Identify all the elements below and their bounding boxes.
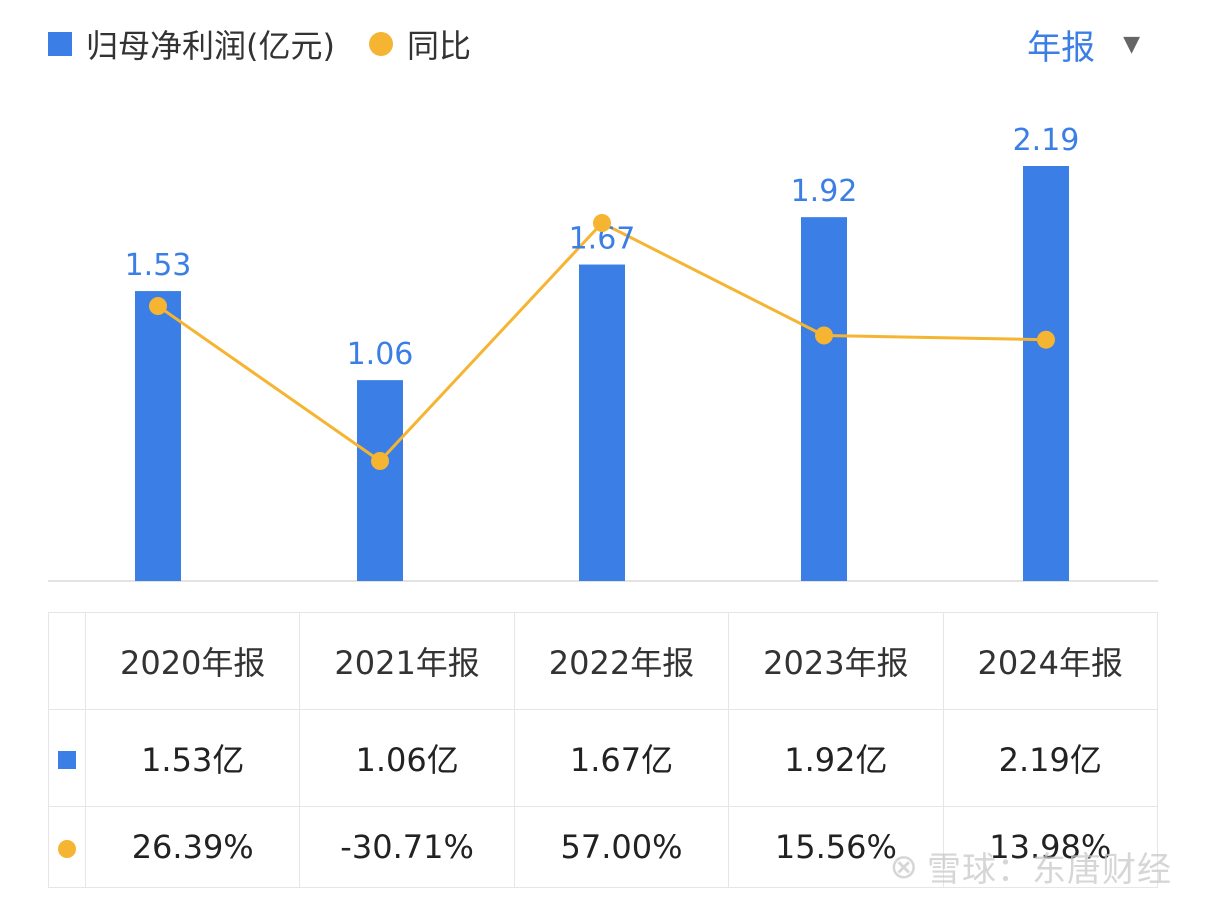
- legend-profit-label: 归母净利润(亿元): [86, 27, 335, 65]
- bar-value-label: 2.19: [1013, 123, 1080, 158]
- table-header-cell: 2020年报: [84, 611, 301, 711]
- yoy-cell: 13.98%: [942, 806, 1159, 888]
- yoy-cell: -30.71%: [299, 806, 515, 888]
- yoy-point[interactable]: [593, 214, 611, 232]
- legend-item-yoy[interactable]: 同比: [335, 21, 471, 67]
- table-header-cell: 2023年报: [728, 611, 944, 711]
- table-header-row: 2020年报 2021年报 2022年报 2023年报 2024年报: [48, 611, 1159, 711]
- bar-marker-icon: [58, 751, 76, 770]
- yoy-cell: 26.39%: [84, 806, 301, 888]
- legend-bar-swatch: [48, 32, 72, 56]
- watermark-text: 雪球：东唐财经: [927, 850, 1172, 890]
- table-row-yoy: 26.39% -30.71% 57.00% 15.56% 13.98%: [48, 806, 1159, 888]
- legend-yoy-label: 同比: [406, 27, 471, 65]
- table-header-cell: 2022年报: [513, 611, 730, 711]
- chart-legend: 归母净利润(亿元) 同比: [48, 22, 471, 66]
- bar-value-label: 1.92: [791, 174, 858, 209]
- profit-cell: 2.19亿: [942, 709, 1159, 808]
- profit-chart: 1.531.061.671.922.19: [48, 123, 1158, 582]
- bar-value-label: 1.06: [347, 337, 414, 372]
- row-marker-cell: [48, 806, 86, 888]
- line-marker-icon: [58, 840, 76, 859]
- bar[interactable]: [357, 380, 403, 581]
- bar[interactable]: [801, 217, 847, 582]
- yoy-point[interactable]: [815, 326, 833, 345]
- profit-cell: 1.67亿: [513, 709, 730, 808]
- profit-cell: 1.53亿: [84, 709, 301, 808]
- yoy-cell: 57.00%: [513, 806, 730, 888]
- legend-item-profit[interactable]: 归母净利润(亿元): [48, 21, 335, 67]
- row-marker-cell: [48, 709, 86, 808]
- yoy-point[interactable]: [149, 297, 167, 316]
- profit-cell: 1.92亿: [728, 709, 944, 808]
- period-label: 年报: [1027, 28, 1096, 68]
- yoy-point[interactable]: [1037, 330, 1055, 349]
- table-header-cell: 2024年报: [942, 611, 1159, 711]
- bar[interactable]: [1023, 166, 1069, 581]
- table-row-profit: 1.53亿 1.06亿 1.67亿 1.92亿 2.19亿: [48, 709, 1159, 808]
- bar[interactable]: [579, 264, 625, 581]
- period-dropdown[interactable]: 年报 ▼: [1027, 20, 1140, 69]
- watermark: ⊗ 雪球：东唐财经: [890, 842, 1173, 891]
- chevron-down-icon: ▼: [1123, 32, 1140, 57]
- table-header-cell: 2021年报: [299, 611, 515, 711]
- yoy-point[interactable]: [371, 452, 389, 470]
- table-corner-cell: [48, 611, 86, 711]
- xueqiu-logo-icon: ⊗: [889, 846, 919, 887]
- data-table: 2020年报 2021年报 2022年报 2023年报 2024年报 1.53亿…: [48, 611, 1159, 888]
- bar[interactable]: [135, 291, 181, 581]
- bar-value-label: 1.53: [125, 248, 192, 283]
- profit-cell: 1.06亿: [299, 709, 515, 808]
- legend-line-swatch: [368, 32, 393, 56]
